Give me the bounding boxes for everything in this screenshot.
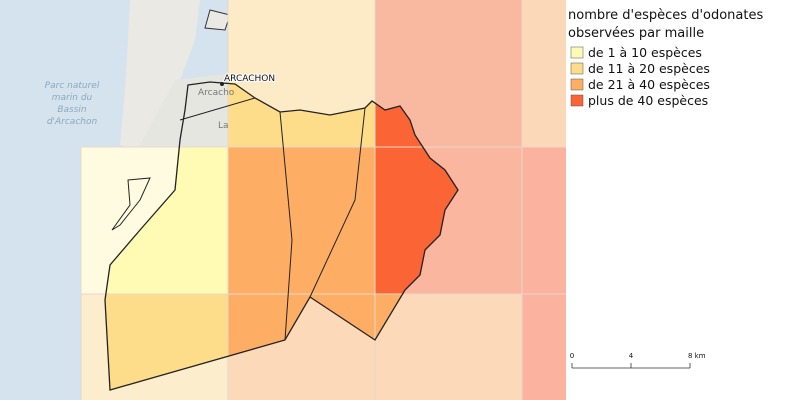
town-dot <box>220 82 224 86</box>
legend-label: de 21 à 40 espèces <box>588 77 710 92</box>
scale-label: 4 <box>629 352 634 360</box>
legend-panel <box>566 0 792 400</box>
legend-label: de 1 à 10 espèces <box>588 45 702 60</box>
park-label-line: Parc naturel <box>45 81 100 91</box>
scale-bar <box>571 363 691 369</box>
legend-label: de 11 à 20 espèces <box>588 61 710 76</box>
legend-swatch <box>570 94 584 107</box>
legend: nombre d'espèces d'odonates observées par… <box>568 8 763 108</box>
scale-label: 0 <box>570 352 574 360</box>
scale-label: 8 km <box>688 352 706 360</box>
park-label-line: marin du <box>52 93 93 103</box>
town-fragment-label: La <box>218 121 229 131</box>
legend-title: nombre d'espèces d'odonates <box>568 8 763 23</box>
legend-swatch <box>570 62 584 75</box>
grid-lines <box>80 0 566 400</box>
park-label: Parc naturel marin du Bassin d'Arcachon <box>45 81 100 127</box>
town-small-label: Arcacho <box>198 88 235 98</box>
legend-swatch <box>570 78 584 91</box>
legend-label: plus de 40 espèces <box>588 93 708 108</box>
park-label-line: Bassin <box>57 105 87 115</box>
legend-title: observées par maille <box>568 26 704 41</box>
commune-boundaries <box>111 97 366 341</box>
town-label: ARCACHON <box>224 74 275 84</box>
legend-swatch <box>570 46 584 59</box>
park-label-line: d'Arcachon <box>47 117 98 127</box>
